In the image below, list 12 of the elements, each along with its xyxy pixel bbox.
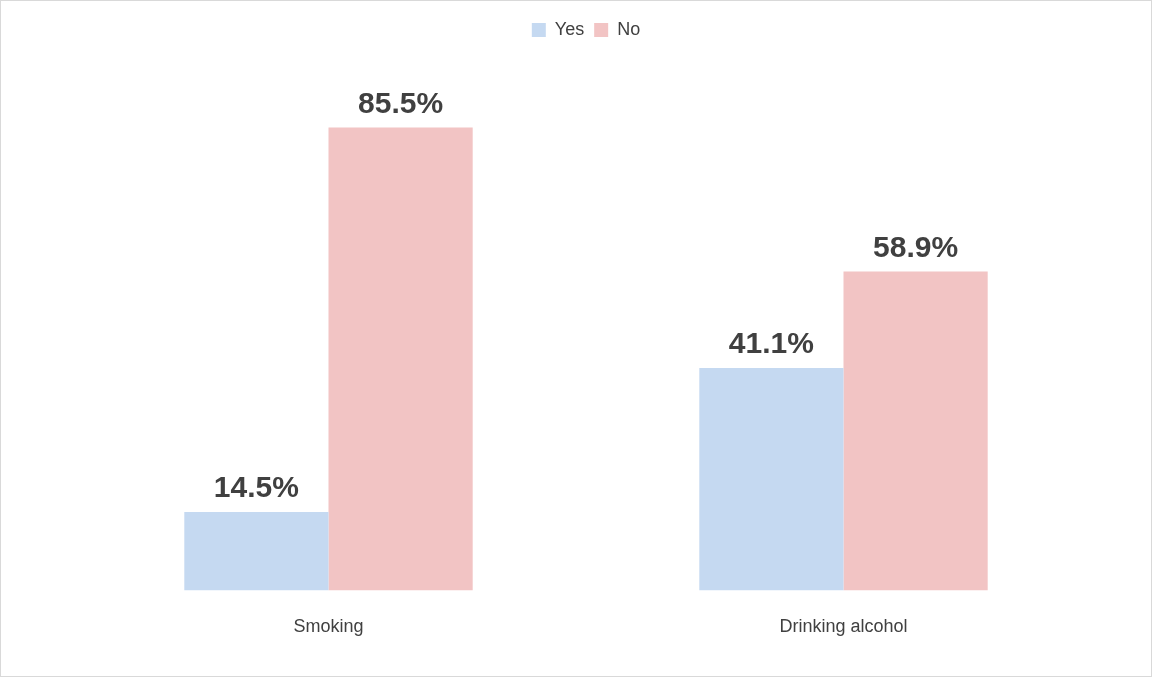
bar: [699, 367, 844, 591]
data-label: 85.5%: [358, 85, 444, 119]
bar: [843, 271, 988, 591]
bar: [328, 127, 473, 591]
data-label: 58.9%: [873, 229, 959, 263]
legend-label: No: [617, 18, 641, 39]
x-tick-label: Smoking: [293, 616, 364, 637]
data-label: 41.1%: [728, 326, 814, 360]
bar: [184, 511, 329, 591]
x-tick-label: Drinking alcohol: [779, 616, 908, 637]
data-label: 14.5%: [213, 470, 299, 504]
legend-label: Yes: [554, 18, 585, 39]
